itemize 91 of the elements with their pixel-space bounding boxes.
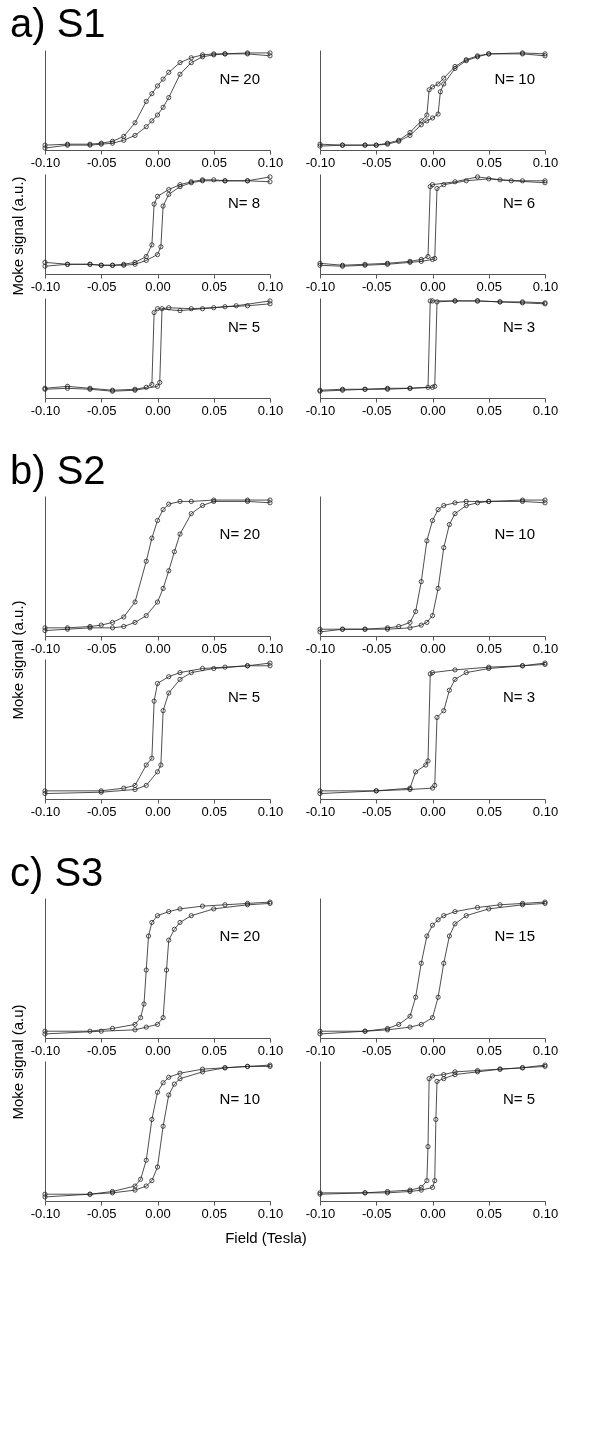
x-tick-label: -0.10 [30,1205,61,1221]
x-tick-label: 0.05 [201,803,227,819]
x-tick-label: -0.05 [86,402,117,418]
x-tick-label: 0.00 [145,803,171,819]
x-tick-label: -0.10 [305,1205,336,1221]
x-tick-label: 0.05 [476,402,502,418]
x-tick-label: 0.05 [201,640,227,656]
x-tick-label: -0.10 [30,402,61,418]
x-tick-label: 0.10 [532,154,559,170]
x-tick-label: 0.05 [201,402,227,418]
x-tick-label: -0.05 [361,1205,392,1221]
x-tick-label: -0.05 [86,803,117,819]
x-tick-label: 0.10 [257,640,284,656]
x-tick-label: 0.10 [532,803,559,819]
annotation: N= 6 [502,194,535,211]
x-tick-label: 0.05 [476,278,502,294]
x-tick-label: 0.10 [257,1205,284,1221]
x-tick-label: -0.10 [305,640,336,656]
x-tick-label: -0.05 [361,1042,392,1058]
x-tick-label: 0.00 [145,278,171,294]
x-tick-label: 0.00 [420,1205,446,1221]
annotation: N= 20 [219,926,260,944]
x-tick-label: -0.10 [30,640,61,656]
x-tick-label: 0.05 [476,154,502,170]
annotation: N= 8 [227,194,260,211]
annotation: N= 3 [502,687,535,705]
x-tick-label: 0.05 [476,1042,502,1058]
annotation: N= 10 [494,70,535,87]
x-tick-label: 0.05 [201,154,227,170]
x-tick-label: 0.10 [257,1042,284,1058]
x-tick-label: -0.05 [86,1205,117,1221]
x-tick-label: -0.05 [361,402,392,418]
x-tick-label: -0.10 [305,803,336,819]
x-axis-title: Field (Tesla) [225,1229,307,1246]
x-tick-label: 0.05 [201,1042,227,1058]
y-axis-title: Moke signal (a.u.) [9,600,26,720]
x-tick-label: -0.05 [361,278,392,294]
x-tick-label: 0.10 [532,402,559,418]
x-tick-label: 0.00 [420,154,446,170]
x-tick-label: -0.10 [305,402,336,418]
x-tick-label: 0.10 [257,803,284,819]
x-tick-label: -0.05 [361,803,392,819]
y-axis-title: Moke signal (a.u.) [9,176,26,296]
x-tick-label: 0.00 [420,1042,446,1058]
x-tick-label: 0.10 [532,640,559,656]
x-tick-label: -0.10 [305,1042,336,1058]
chart-title: b) S2 [10,448,106,492]
x-tick-label: 0.00 [145,1042,171,1058]
x-tick-label: -0.10 [30,1042,61,1058]
x-tick-label: -0.10 [30,803,61,819]
x-tick-label: 0.10 [532,1205,559,1221]
x-tick-label: 0.00 [145,402,171,418]
annotation: N= 5 [227,687,260,705]
chart-title: c) S3 [10,850,104,894]
annotation: N= 10 [219,1089,260,1107]
x-tick-label: 0.00 [145,640,171,656]
x-tick-label: -0.05 [86,1042,117,1058]
y-axis-title: Moke signal (a.u) [9,1004,26,1120]
x-tick-label: 0.00 [420,278,446,294]
x-tick-label: 0.00 [420,640,446,656]
x-tick-label: 0.05 [476,640,502,656]
x-tick-label: -0.10 [30,154,61,170]
x-tick-label: 0.05 [201,278,227,294]
x-tick-label: -0.10 [305,154,336,170]
x-tick-label: 0.10 [532,278,559,294]
x-tick-label: -0.05 [361,154,392,170]
annotation: N= 3 [502,318,535,335]
annotation: N= 20 [219,70,260,87]
x-tick-label: 0.00 [420,803,446,819]
x-tick-label: 0.00 [420,402,446,418]
x-tick-label: 0.05 [476,1205,502,1221]
x-tick-label: 0.10 [532,1042,559,1058]
x-tick-label: 0.10 [257,154,284,170]
annotation: N= 5 [502,1089,535,1107]
chart-title: a) S1 [10,1,106,46]
x-tick-label: -0.10 [305,278,336,294]
x-tick-label: 0.05 [476,803,502,819]
x-tick-label: -0.05 [86,640,117,656]
x-tick-label: -0.05 [361,640,392,656]
annotation: N= 10 [494,524,535,542]
x-tick-label: 0.00 [145,1205,171,1221]
annotation: N= 20 [219,524,260,542]
annotation: N= 5 [227,318,260,335]
x-tick-label: 0.05 [201,1205,227,1221]
x-tick-label: -0.10 [30,278,61,294]
x-tick-label: -0.05 [86,278,117,294]
x-tick-label: 0.10 [257,278,284,294]
x-tick-label: 0.10 [257,402,284,418]
annotation: N= 15 [494,926,535,944]
x-tick-label: -0.05 [86,154,117,170]
x-tick-label: 0.00 [145,154,171,170]
